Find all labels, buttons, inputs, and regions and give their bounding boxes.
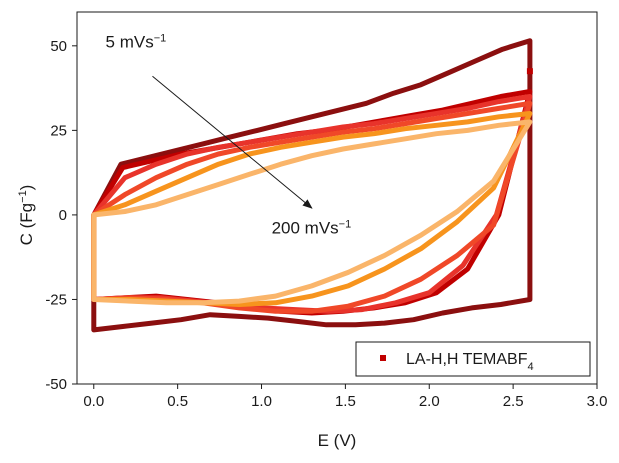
series-1-line — [91, 38, 533, 333]
x-tick-label: 0.0 — [83, 393, 104, 410]
legend: LA-H,H TEMABF4 — [355, 341, 591, 377]
y-tick-label: -50 — [45, 376, 67, 393]
x-tick-label: 0.5 — [167, 393, 188, 410]
legend-box — [355, 341, 591, 377]
series-5-line — [91, 111, 533, 307]
scan-rate-annotation-1: 5 mVs−1 — [106, 33, 167, 52]
x-tick-label: 2.0 — [419, 393, 440, 410]
x-tick-label: 1.0 — [251, 393, 272, 410]
series-layer — [91, 38, 533, 333]
y-axis-label-sup: −1 — [17, 190, 29, 203]
ticks-layer: 0.0 0.5 1.0 1.5 2.0 2.5 3.0 -50 -25 0 25 50 — [45, 38, 607, 410]
y-axis-label-base: C (Fg — [17, 203, 36, 246]
x-axis-label: E (V) — [318, 431, 357, 450]
plot-frame — [76, 11, 598, 385]
y-tick-label: -25 — [45, 291, 67, 308]
annotation-sup: −1 — [154, 33, 167, 45]
scan-rate-annotation-2: 200 mVs−1 — [272, 219, 352, 238]
y-axis-label: C (Fg−1) — [17, 185, 36, 246]
trend-arrow — [152, 75, 313, 209]
legend-label-base: LA-H,H TEMABF — [406, 351, 528, 368]
series-6-line — [91, 119, 533, 306]
annotation-text: 5 mVs — [106, 33, 154, 52]
y-tick-label: 0 — [59, 207, 67, 224]
y-tick-label: 25 — [50, 122, 67, 139]
annotation-text: 200 mVs — [272, 219, 339, 238]
y-tick-label: 50 — [50, 38, 67, 55]
annotation-sup: −1 — [339, 219, 352, 231]
x-tick-label: 3.0 — [587, 393, 608, 410]
y-axis-label-close: ) — [17, 185, 36, 191]
x-tick-label: 2.5 — [503, 393, 524, 410]
legend-label: LA-H,H TEMABF4 — [406, 351, 534, 373]
data-point-marker — [526, 68, 533, 75]
legend-marker — [380, 355, 386, 361]
x-tick-label: 1.5 — [335, 393, 356, 410]
legend-label-sub: 4 — [528, 361, 534, 373]
